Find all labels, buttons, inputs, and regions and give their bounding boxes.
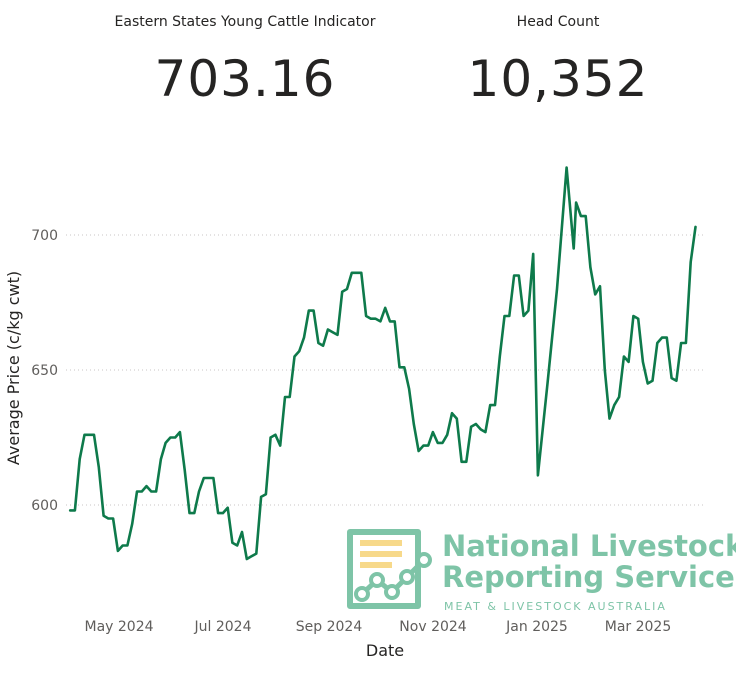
x-tick-label: May 2024 <box>84 619 153 635</box>
x-axis-ticks: May 2024 Jul 2024 Sep 2024 Nov 2024 Jan 2025… <box>84 619 671 635</box>
gridlines <box>66 234 705 506</box>
x-tick-label: Nov 2024 <box>399 619 466 635</box>
x-tick-label: Mar 2025 <box>605 619 672 635</box>
logo-tagline: MEAT & LIVESTOCK AUSTRALIA <box>444 600 667 613</box>
x-tick-label: Jul 2024 <box>194 619 252 635</box>
x-axis-title: Date <box>366 641 404 660</box>
nlrs-logo: National Livestock Reporting Service MEA… <box>347 529 736 613</box>
price-series-line <box>68 166 697 561</box>
indicator-kpi-title: Eastern States Young Cattle Indicator <box>114 14 376 30</box>
y-tick-label: 700 <box>31 228 58 244</box>
logo-line2: Reporting Service <box>442 560 735 594</box>
y-tick-label: 650 <box>31 363 58 379</box>
x-tick-label: Sep 2024 <box>296 619 363 635</box>
indicator-kpi-value: 703.16 <box>154 50 336 108</box>
headcount-kpi-title: Head Count <box>516 14 600 30</box>
logo-document-icon <box>347 529 432 609</box>
x-tick-label: Jan 2025 <box>505 619 568 635</box>
logo-line1: National Livestock <box>442 529 736 563</box>
y-axis-title: Average Price (c/kg cwt) <box>4 271 23 465</box>
headcount-kpi-value: 10,352 <box>467 50 649 108</box>
y-axis-ticks: 600 650 700 <box>31 228 58 514</box>
y-tick-label: 600 <box>31 498 58 514</box>
